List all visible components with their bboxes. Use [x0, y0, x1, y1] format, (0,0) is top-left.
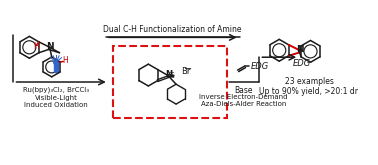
Text: H: H — [33, 42, 39, 51]
Text: 23 examples
Up to 90% yield, >20:1 dr: 23 examples Up to 90% yield, >20:1 dr — [259, 77, 358, 97]
Text: H: H — [62, 56, 68, 65]
Text: Inverse Electron-Demand
Aza-Diels-Alder Reaction: Inverse Electron-Demand Aza-Diels-Alder … — [199, 94, 288, 107]
Text: N: N — [296, 45, 304, 54]
Text: Dual C-H Functionalization of Amine: Dual C-H Functionalization of Amine — [103, 25, 242, 34]
Bar — [54, 63, 58, 72]
Text: N: N — [46, 42, 54, 51]
Text: EDG: EDG — [293, 59, 311, 68]
Text: +: + — [169, 70, 175, 76]
Bar — [113, 46, 227, 118]
Text: Induced Oxidation: Induced Oxidation — [24, 102, 88, 108]
Text: N: N — [165, 70, 172, 79]
Text: Ru(bpy)₃Cl₂, BrCCl₃: Ru(bpy)₃Cl₂, BrCCl₃ — [23, 87, 89, 93]
Text: −: − — [184, 64, 192, 74]
Text: EDG: EDG — [251, 62, 269, 71]
Circle shape — [54, 60, 59, 65]
Text: Base: Base — [234, 86, 253, 95]
Text: Br: Br — [181, 67, 191, 76]
Text: Visible-Light: Visible-Light — [35, 95, 77, 101]
